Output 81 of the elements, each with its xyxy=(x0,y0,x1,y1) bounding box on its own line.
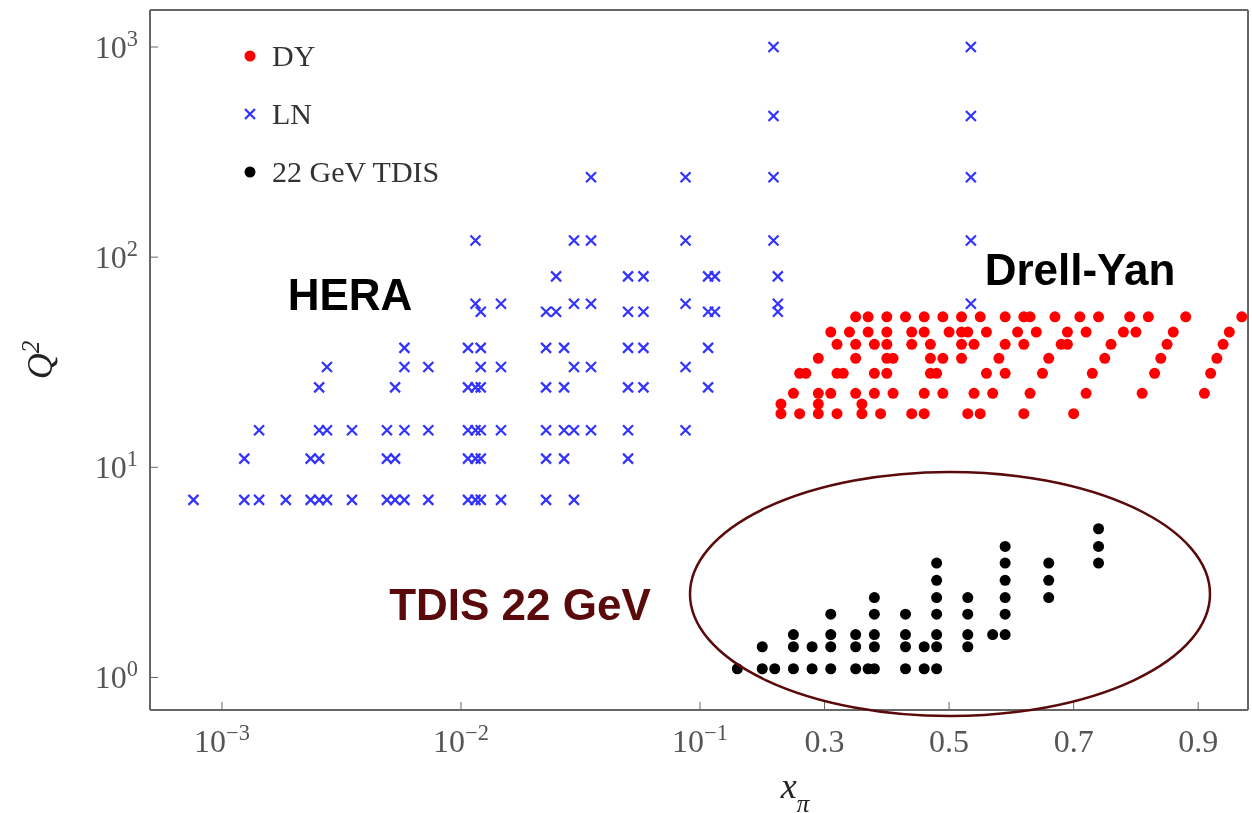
point xyxy=(806,641,818,653)
point xyxy=(1043,574,1055,586)
point xyxy=(900,641,911,653)
point xyxy=(1043,592,1055,604)
point xyxy=(767,171,780,184)
legend-label: DY xyxy=(272,39,316,72)
y-tick-label: 10$^{0}$ xyxy=(94,655,138,696)
point xyxy=(868,641,880,653)
point xyxy=(931,592,943,604)
point xyxy=(767,40,780,54)
point xyxy=(1093,523,1105,535)
point xyxy=(931,641,943,653)
point xyxy=(964,40,977,54)
point xyxy=(771,305,784,318)
x-tick-label: 0.9 xyxy=(1178,723,1219,759)
point xyxy=(787,663,799,675)
x-tick-label: 0.3 xyxy=(804,723,845,759)
point xyxy=(868,629,880,641)
y-tick-label: 10$^{2}$ xyxy=(94,235,138,276)
point xyxy=(918,641,930,653)
point xyxy=(931,557,943,569)
point xyxy=(931,574,943,586)
point xyxy=(931,629,943,641)
y-tick-label: 10$^{1}$ xyxy=(94,445,138,486)
point xyxy=(756,663,768,675)
annotation: TDIS 22 GeV xyxy=(389,580,652,629)
x-tick-label: 10$^{−3}$ xyxy=(194,719,250,759)
point xyxy=(931,663,943,675)
point xyxy=(825,641,837,653)
point xyxy=(1043,557,1055,569)
point xyxy=(999,574,1011,586)
point xyxy=(767,109,780,123)
point xyxy=(900,629,911,641)
point xyxy=(999,629,1011,641)
point xyxy=(756,641,768,653)
point xyxy=(702,341,715,354)
point xyxy=(1093,557,1105,569)
point xyxy=(962,608,974,620)
point xyxy=(767,234,780,247)
x-tick-label: 0.5 xyxy=(929,723,970,759)
point xyxy=(900,663,911,675)
point xyxy=(1093,540,1105,552)
point xyxy=(787,629,799,641)
legend-label: 22 GeV TDIS xyxy=(272,155,440,188)
point xyxy=(900,608,911,620)
point xyxy=(999,608,1011,620)
point xyxy=(771,270,784,283)
point xyxy=(999,557,1011,569)
y-tick-label: 10$^{3}$ xyxy=(94,25,138,66)
point xyxy=(962,641,974,653)
point xyxy=(769,663,781,675)
point xyxy=(918,663,930,675)
point xyxy=(850,629,862,641)
point xyxy=(825,608,837,620)
point xyxy=(825,663,837,675)
point xyxy=(964,297,977,310)
point xyxy=(771,297,784,310)
point xyxy=(931,608,943,620)
annotation: HERA xyxy=(287,270,413,319)
x-tick-label: 10$^{−1}$ xyxy=(672,719,728,759)
point xyxy=(850,641,862,653)
point xyxy=(868,592,880,604)
point xyxy=(962,592,974,604)
point xyxy=(787,641,799,653)
x-tick-label: 0.7 xyxy=(1053,723,1094,759)
point xyxy=(964,109,977,123)
x-tick-label: 10$^{−2}$ xyxy=(433,719,489,759)
point xyxy=(868,608,880,620)
point xyxy=(962,629,974,641)
point xyxy=(964,171,977,184)
point xyxy=(850,663,862,675)
point xyxy=(999,540,1011,552)
annotation: Drell-Yan xyxy=(984,245,1176,294)
point xyxy=(825,629,837,641)
point xyxy=(987,629,999,641)
point xyxy=(702,381,715,394)
point xyxy=(806,663,818,675)
point xyxy=(999,592,1011,604)
x-axis-title: x$_{π}$ xyxy=(779,766,811,813)
legend-label: LN xyxy=(272,97,312,130)
point xyxy=(964,234,977,247)
